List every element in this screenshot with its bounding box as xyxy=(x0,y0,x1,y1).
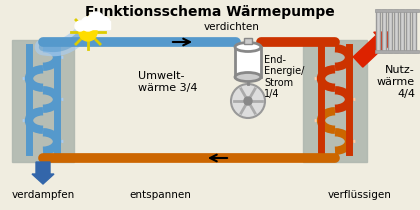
Bar xyxy=(375,50,419,53)
Circle shape xyxy=(79,23,97,41)
FancyArrow shape xyxy=(32,162,54,184)
Circle shape xyxy=(88,12,104,28)
Bar xyxy=(244,38,252,44)
Text: Nutz-
wärme
4/4: Nutz- wärme 4/4 xyxy=(377,65,415,99)
Bar xyxy=(376,10,380,52)
Bar xyxy=(382,10,386,52)
Bar xyxy=(78,21,110,29)
Text: verdampfen: verdampfen xyxy=(11,190,75,200)
Circle shape xyxy=(98,17,110,29)
Bar xyxy=(400,10,404,52)
Text: End-
Energie/
Strom
1/4: End- Energie/ Strom 1/4 xyxy=(264,55,304,99)
Text: Umwelt-
wärme 3/4: Umwelt- wärme 3/4 xyxy=(138,71,197,93)
Circle shape xyxy=(81,17,95,31)
Bar xyxy=(388,10,392,52)
Circle shape xyxy=(231,84,265,118)
Bar xyxy=(412,10,416,52)
Bar xyxy=(406,10,410,52)
Text: verflüssigen: verflüssigen xyxy=(328,190,392,200)
FancyArrow shape xyxy=(353,32,390,67)
Bar xyxy=(235,47,261,77)
Bar xyxy=(394,10,398,52)
Ellipse shape xyxy=(235,42,261,51)
Ellipse shape xyxy=(235,72,261,81)
Circle shape xyxy=(75,21,85,31)
Text: Funktionsschema Wärmepumpe: Funktionsschema Wärmepumpe xyxy=(85,5,335,19)
Bar xyxy=(12,40,74,162)
Bar xyxy=(303,40,367,162)
Text: verdichten: verdichten xyxy=(204,22,260,32)
Text: entspannen: entspannen xyxy=(129,190,191,200)
Circle shape xyxy=(244,97,252,105)
Bar xyxy=(375,9,419,12)
